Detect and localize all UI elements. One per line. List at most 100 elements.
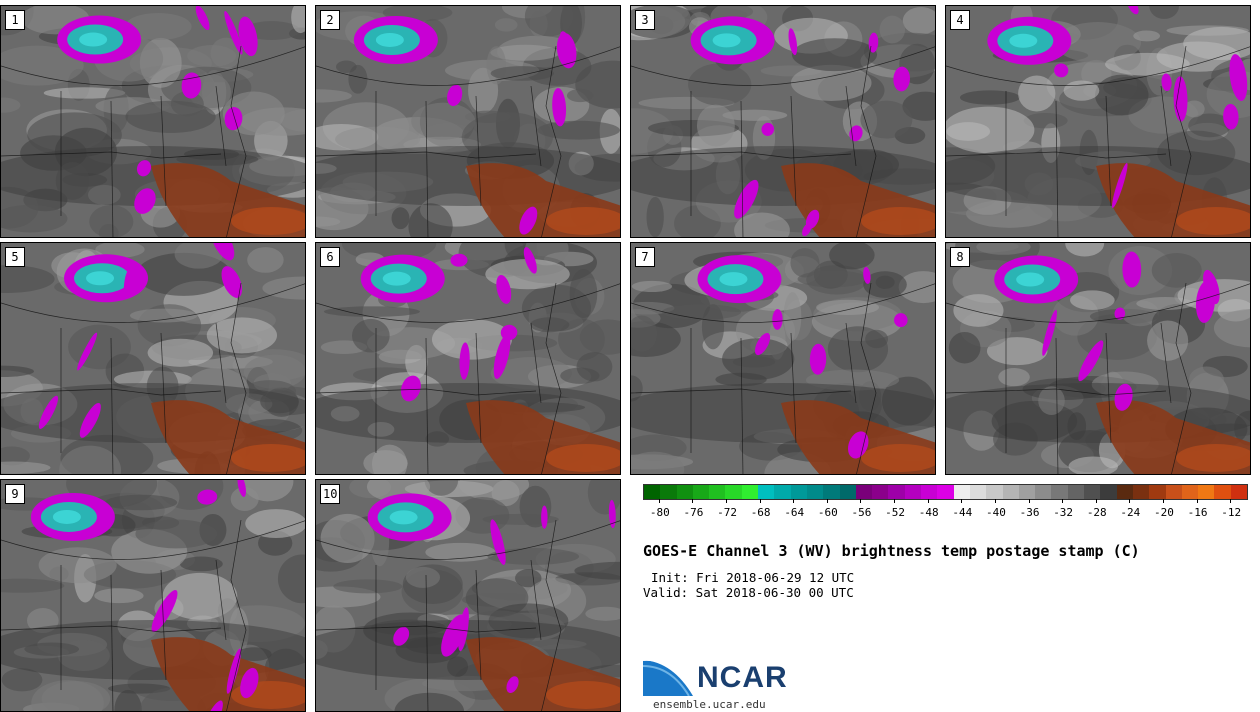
colorbar-segment (725, 485, 742, 499)
colorbar-segment (1067, 485, 1085, 499)
colorbar-tick-label: -16 (1187, 506, 1208, 519)
colorbar-segment (872, 485, 889, 499)
colorbar-tick: -44 (942, 499, 982, 519)
colorbar-tick-label: -60 (817, 506, 838, 519)
colorbar-segment (1100, 485, 1117, 499)
colorbar-segment (839, 485, 856, 499)
stamp-panel-9: 9 (0, 479, 306, 712)
panel-label: 5 (5, 247, 25, 267)
colorbar-tick-label: -32 (1053, 506, 1074, 519)
colorbar-segment (1084, 485, 1101, 499)
colorbar-tick-label: -28 (1086, 506, 1107, 519)
colorbar-segment (1149, 485, 1166, 499)
colorbar-tick-label: -64 (784, 506, 805, 519)
colorbar-tick-label: -68 (750, 506, 771, 519)
colorbar-segment (921, 485, 938, 499)
colorbar-tick: -32 (1043, 499, 1083, 519)
colorbar-tick: -68 (741, 499, 781, 519)
colorbar-tick-label: -36 (1019, 506, 1040, 519)
wv-map-3 (631, 6, 935, 237)
colorbar-segment (644, 485, 661, 499)
colorbar-tick: -52 (875, 499, 915, 519)
panel-label: 4 (950, 10, 970, 30)
colorbar-tick-label: -44 (952, 506, 973, 519)
colorbar-segment (969, 485, 987, 499)
panel-label: 6 (320, 247, 340, 267)
colorbar-tick-label: -48 (918, 506, 939, 519)
panel-label: 10 (320, 484, 341, 504)
logo-wordmark: NCAR (697, 661, 788, 694)
panel-label: 2 (320, 10, 340, 30)
colorbar-tick-label: -52 (885, 506, 906, 519)
stamp-panel-10: 10 (315, 479, 621, 712)
colorbar-tick-label: -40 (985, 506, 1006, 519)
stamp-panel-4: 4 (945, 5, 1251, 238)
colorbar-segment (1230, 485, 1247, 499)
colorbar-segment (1051, 485, 1068, 499)
colorbar-tick: -80 (640, 499, 680, 519)
panel-label: 3 (635, 10, 655, 30)
colorbar-segment (1132, 485, 1150, 499)
colorbar-segment (937, 485, 954, 499)
colorbar-segment (1035, 485, 1052, 499)
colorbar-tick-label: -72 (717, 506, 737, 519)
colorbar-segment (741, 485, 759, 499)
colorbar-tick-label: -80 (649, 506, 670, 519)
colorbar-tick: -64 (774, 499, 814, 519)
panel-label: 7 (635, 247, 655, 267)
colorbar-segment (1018, 485, 1036, 499)
colorbar-segment (1165, 485, 1182, 499)
wv-map-10 (316, 480, 620, 711)
colorbar-tick: -28 (1077, 499, 1117, 519)
colorbar (643, 484, 1248, 500)
stamp-panel-8: 8 (945, 242, 1251, 475)
init-time: Init: Fri 2018-06-29 12 UTC (651, 570, 855, 585)
wv-map-2 (316, 6, 620, 237)
colorbar-tick-label: -12 (1221, 506, 1242, 519)
logo-url: ensemble.ucar.edu (653, 698, 766, 711)
colorbar-segment (986, 485, 1003, 499)
colorbar-tick: -72 (707, 499, 747, 519)
colorbar-tick: -76 (673, 499, 713, 519)
colorbar-tick: -56 (841, 499, 881, 519)
stamp-panel-7: 7 (630, 242, 936, 475)
colorbar-segment (692, 485, 710, 499)
panel-label: 9 (5, 484, 25, 504)
colorbar-tick-label: -20 (1154, 506, 1174, 519)
panel-label: 8 (950, 247, 970, 267)
wv-map-7 (631, 243, 935, 474)
colorbar-segment (806, 485, 824, 499)
colorbar-segment (888, 485, 905, 499)
panel-label: 1 (5, 10, 25, 30)
wv-map-1 (1, 6, 305, 237)
stamp-panel-5: 5 (0, 242, 306, 475)
figure-title: GOES-E Channel 3 (WV) brightness temp po… (643, 542, 1140, 560)
colorbar-segment (855, 485, 873, 499)
colorbar-tick: -60 (808, 499, 848, 519)
stamp-panel-6: 6 (315, 242, 621, 475)
wv-map-4 (946, 6, 1250, 237)
valid-time: Valid: Sat 2018-06-30 00 UTC (643, 585, 854, 600)
ncar-logo-icon (643, 658, 696, 696)
colorbar-segment (790, 485, 807, 499)
wv-map-8 (946, 243, 1250, 474)
colorbar-segment (1002, 485, 1019, 499)
colorbar-tick: -24 (1110, 499, 1150, 519)
stamp-panel-1: 1 (0, 5, 306, 238)
colorbar-segment (1198, 485, 1215, 499)
colorbar-segment (676, 485, 693, 499)
colorbar-tick: -12 (1211, 499, 1251, 519)
colorbar-tick-label: -24 (1120, 506, 1141, 519)
colorbar-segment (660, 485, 677, 499)
colorbar-tick: -40 (976, 499, 1016, 519)
colorbar-segment (823, 485, 840, 499)
colorbar-tick: -48 (909, 499, 949, 519)
wv-map-9 (1, 480, 305, 711)
wv-map-6 (316, 243, 620, 474)
colorbar-segment (774, 485, 791, 499)
colorbar-segment (904, 485, 922, 499)
colorbar-tick: -16 (1178, 499, 1218, 519)
colorbar-tick: -20 (1144, 499, 1184, 519)
colorbar-segment (1181, 485, 1199, 499)
colorbar-segment (1214, 485, 1231, 499)
